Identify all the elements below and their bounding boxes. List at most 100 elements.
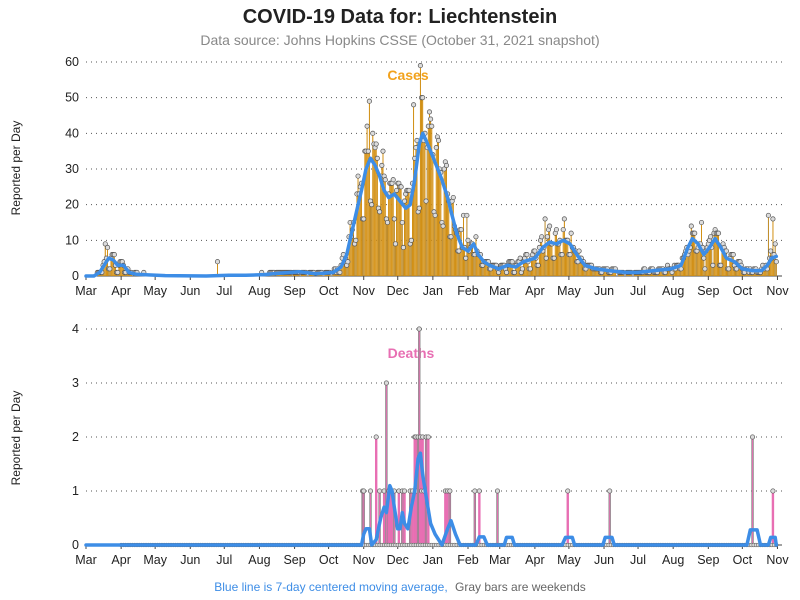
cases-point bbox=[401, 198, 408, 204]
cases-point bbox=[726, 266, 732, 272]
deaths-point bbox=[401, 488, 408, 494]
x-tick-label: Oct bbox=[733, 553, 753, 567]
x-tick-label: Jul bbox=[630, 284, 646, 298]
cases-point bbox=[373, 141, 379, 147]
deaths-ylabel: Reported per Day bbox=[9, 391, 23, 486]
x-tick-label: Apr bbox=[111, 553, 130, 567]
cases-point bbox=[503, 269, 510, 275]
cases-point bbox=[473, 234, 479, 240]
x-tick-label: Sep bbox=[697, 553, 719, 567]
x-tick-label: Feb bbox=[457, 284, 479, 298]
y-tick-label: 0 bbox=[72, 269, 79, 283]
x-tick-label: May bbox=[557, 284, 581, 298]
deaths-point bbox=[476, 488, 482, 494]
x-tick-label: Nov bbox=[353, 284, 376, 298]
deaths-panel-label: Deaths bbox=[388, 345, 435, 361]
cases-point bbox=[448, 234, 454, 240]
x-tick-label: Mar bbox=[489, 284, 511, 298]
cases-point bbox=[551, 255, 557, 261]
cases-point bbox=[370, 130, 376, 136]
x-tick-label: Sep bbox=[283, 284, 305, 298]
deaths-point bbox=[770, 488, 776, 494]
cases-point bbox=[768, 248, 774, 254]
cases-point bbox=[702, 266, 708, 272]
x-tick-label: Sep bbox=[283, 553, 305, 567]
y-tick-label: 2 bbox=[72, 430, 79, 444]
y-tick-label: 3 bbox=[72, 376, 79, 390]
cases-point bbox=[384, 219, 391, 226]
x-tick-label: Jun bbox=[180, 553, 200, 567]
cases-point bbox=[560, 227, 566, 233]
deaths-point bbox=[425, 434, 431, 440]
cases-point bbox=[426, 109, 433, 115]
cases-point bbox=[772, 241, 778, 247]
x-tick-label: Dec bbox=[387, 553, 409, 567]
cases-point bbox=[710, 262, 716, 268]
cases-point bbox=[107, 266, 113, 272]
cases-point bbox=[369, 202, 375, 208]
cases-point bbox=[379, 162, 385, 168]
y-tick-label: 0 bbox=[72, 538, 79, 552]
x-tick-label: Mar bbox=[489, 553, 511, 567]
footnote-moving-average: Blue line is 7-day centered moving avera… bbox=[214, 580, 447, 594]
x-tick-label: Apr bbox=[525, 284, 544, 298]
moving-average-line bbox=[84, 451, 779, 547]
deaths-point bbox=[367, 488, 374, 494]
cases-point bbox=[547, 223, 553, 229]
cases-point bbox=[708, 234, 714, 240]
cases-point bbox=[394, 187, 400, 193]
x-tick-label: Jan bbox=[423, 553, 443, 567]
cases-ylabel: Reported per Day bbox=[9, 121, 23, 216]
y-tick-label: 50 bbox=[65, 91, 79, 105]
cases-point bbox=[568, 230, 574, 236]
cases-point bbox=[465, 237, 471, 243]
cases-point bbox=[458, 227, 464, 233]
cases-point bbox=[435, 137, 442, 144]
moving-average-line bbox=[84, 131, 779, 278]
cases-point bbox=[765, 212, 771, 218]
deaths-panel: Deaths Reported per Day 0 1 2 3 4 Mar Apr May Ju… bbox=[9, 322, 789, 567]
cases-point bbox=[416, 205, 422, 211]
y-tick-label: 4 bbox=[72, 322, 79, 336]
x-tick-label: Mar bbox=[75, 284, 97, 298]
cases-point bbox=[423, 198, 429, 204]
x-tick-label: May bbox=[143, 284, 167, 298]
cases-point bbox=[398, 184, 404, 190]
cases-point bbox=[715, 230, 722, 236]
cases-point bbox=[688, 223, 694, 229]
x-tick-label: Aug bbox=[248, 553, 270, 567]
cases-point bbox=[432, 212, 438, 218]
deaths-bars bbox=[360, 326, 776, 545]
cases-point bbox=[382, 177, 388, 183]
x-tick-label: Jul bbox=[216, 284, 232, 298]
cases-point bbox=[542, 216, 548, 222]
x-tick-label: Nov bbox=[766, 553, 789, 567]
cases-point bbox=[527, 266, 533, 272]
x-tick-label: Jun bbox=[594, 284, 614, 298]
x-tick-label: Aug bbox=[662, 284, 684, 298]
gridlines bbox=[86, 328, 782, 546]
x-tick-label: Nov bbox=[766, 284, 789, 298]
cases-point bbox=[365, 148, 371, 154]
cases-point bbox=[698, 219, 705, 226]
cases-point bbox=[567, 252, 573, 258]
footnote-weekend: Gray bars are weekends bbox=[455, 580, 586, 594]
cases-point bbox=[734, 266, 740, 272]
x-tick-label: Jul bbox=[630, 553, 646, 567]
cases-point bbox=[374, 155, 380, 161]
x-tick-label: Jan bbox=[423, 284, 443, 298]
cases-point bbox=[428, 116, 434, 122]
cases-point bbox=[730, 252, 736, 258]
cases-point bbox=[456, 248, 462, 254]
cases-point bbox=[463, 255, 469, 261]
deaths-point bbox=[607, 488, 613, 494]
cases-point bbox=[408, 237, 414, 243]
cases-point bbox=[214, 259, 221, 265]
cases-point bbox=[406, 187, 412, 193]
cases-point bbox=[450, 194, 456, 201]
cases-point bbox=[429, 123, 435, 129]
cases-point bbox=[391, 216, 397, 222]
cases-point bbox=[353, 237, 359, 243]
cases-point bbox=[420, 95, 426, 101]
